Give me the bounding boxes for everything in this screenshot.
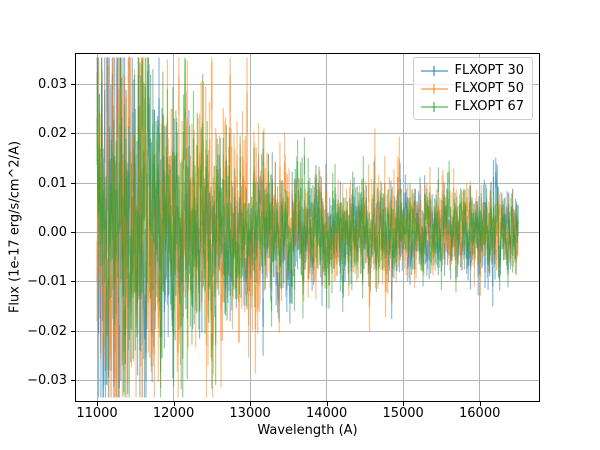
- legend-entry: FLXOPT 30: [420, 62, 524, 79]
- x-tick-mark: [479, 402, 481, 406]
- y-axis-label: Flux (1e-17 erg/s/cm^2/A): [7, 140, 23, 314]
- x-tick-label: 12000: [152, 406, 195, 421]
- x-tick-mark: [173, 402, 175, 406]
- x-tick-mark: [97, 402, 99, 406]
- x-tick-mark: [403, 402, 405, 406]
- legend-label: FLXOPT 30: [454, 63, 524, 78]
- x-tick-label: 15000: [382, 406, 424, 421]
- legend-label: FLXOPT 67: [454, 99, 524, 114]
- x-tick-label: 11000: [76, 406, 118, 421]
- legend-entry: FLXOPT 50: [420, 80, 524, 97]
- errorbar-marker-icon: [420, 82, 448, 96]
- x-tick-label: 14000: [305, 406, 348, 421]
- x-tick-label: 13000: [229, 406, 271, 421]
- errorbar-marker-icon: [420, 64, 448, 78]
- plot-area: FLXOPT 30 FLXOPT 50 FLXOPT 67: [75, 53, 540, 402]
- legend-label: FLXOPT 50: [454, 81, 524, 96]
- y-tick-label: −0.03: [27, 372, 67, 388]
- y-tick-label: −0.02: [27, 323, 67, 339]
- y-tick-label: 0.03: [38, 77, 67, 93]
- x-axis-label: Wavelength (A): [257, 423, 358, 438]
- x-tick-mark: [250, 402, 252, 406]
- x-tick-mark: [326, 402, 328, 406]
- y-tick-label: 0.02: [38, 126, 67, 142]
- legend: FLXOPT 30 FLXOPT 50 FLXOPT 67: [412, 57, 533, 120]
- legend-entry: FLXOPT 67: [420, 98, 524, 115]
- x-tick-label: 16000: [459, 406, 501, 421]
- errorbar-marker-icon: [420, 100, 448, 114]
